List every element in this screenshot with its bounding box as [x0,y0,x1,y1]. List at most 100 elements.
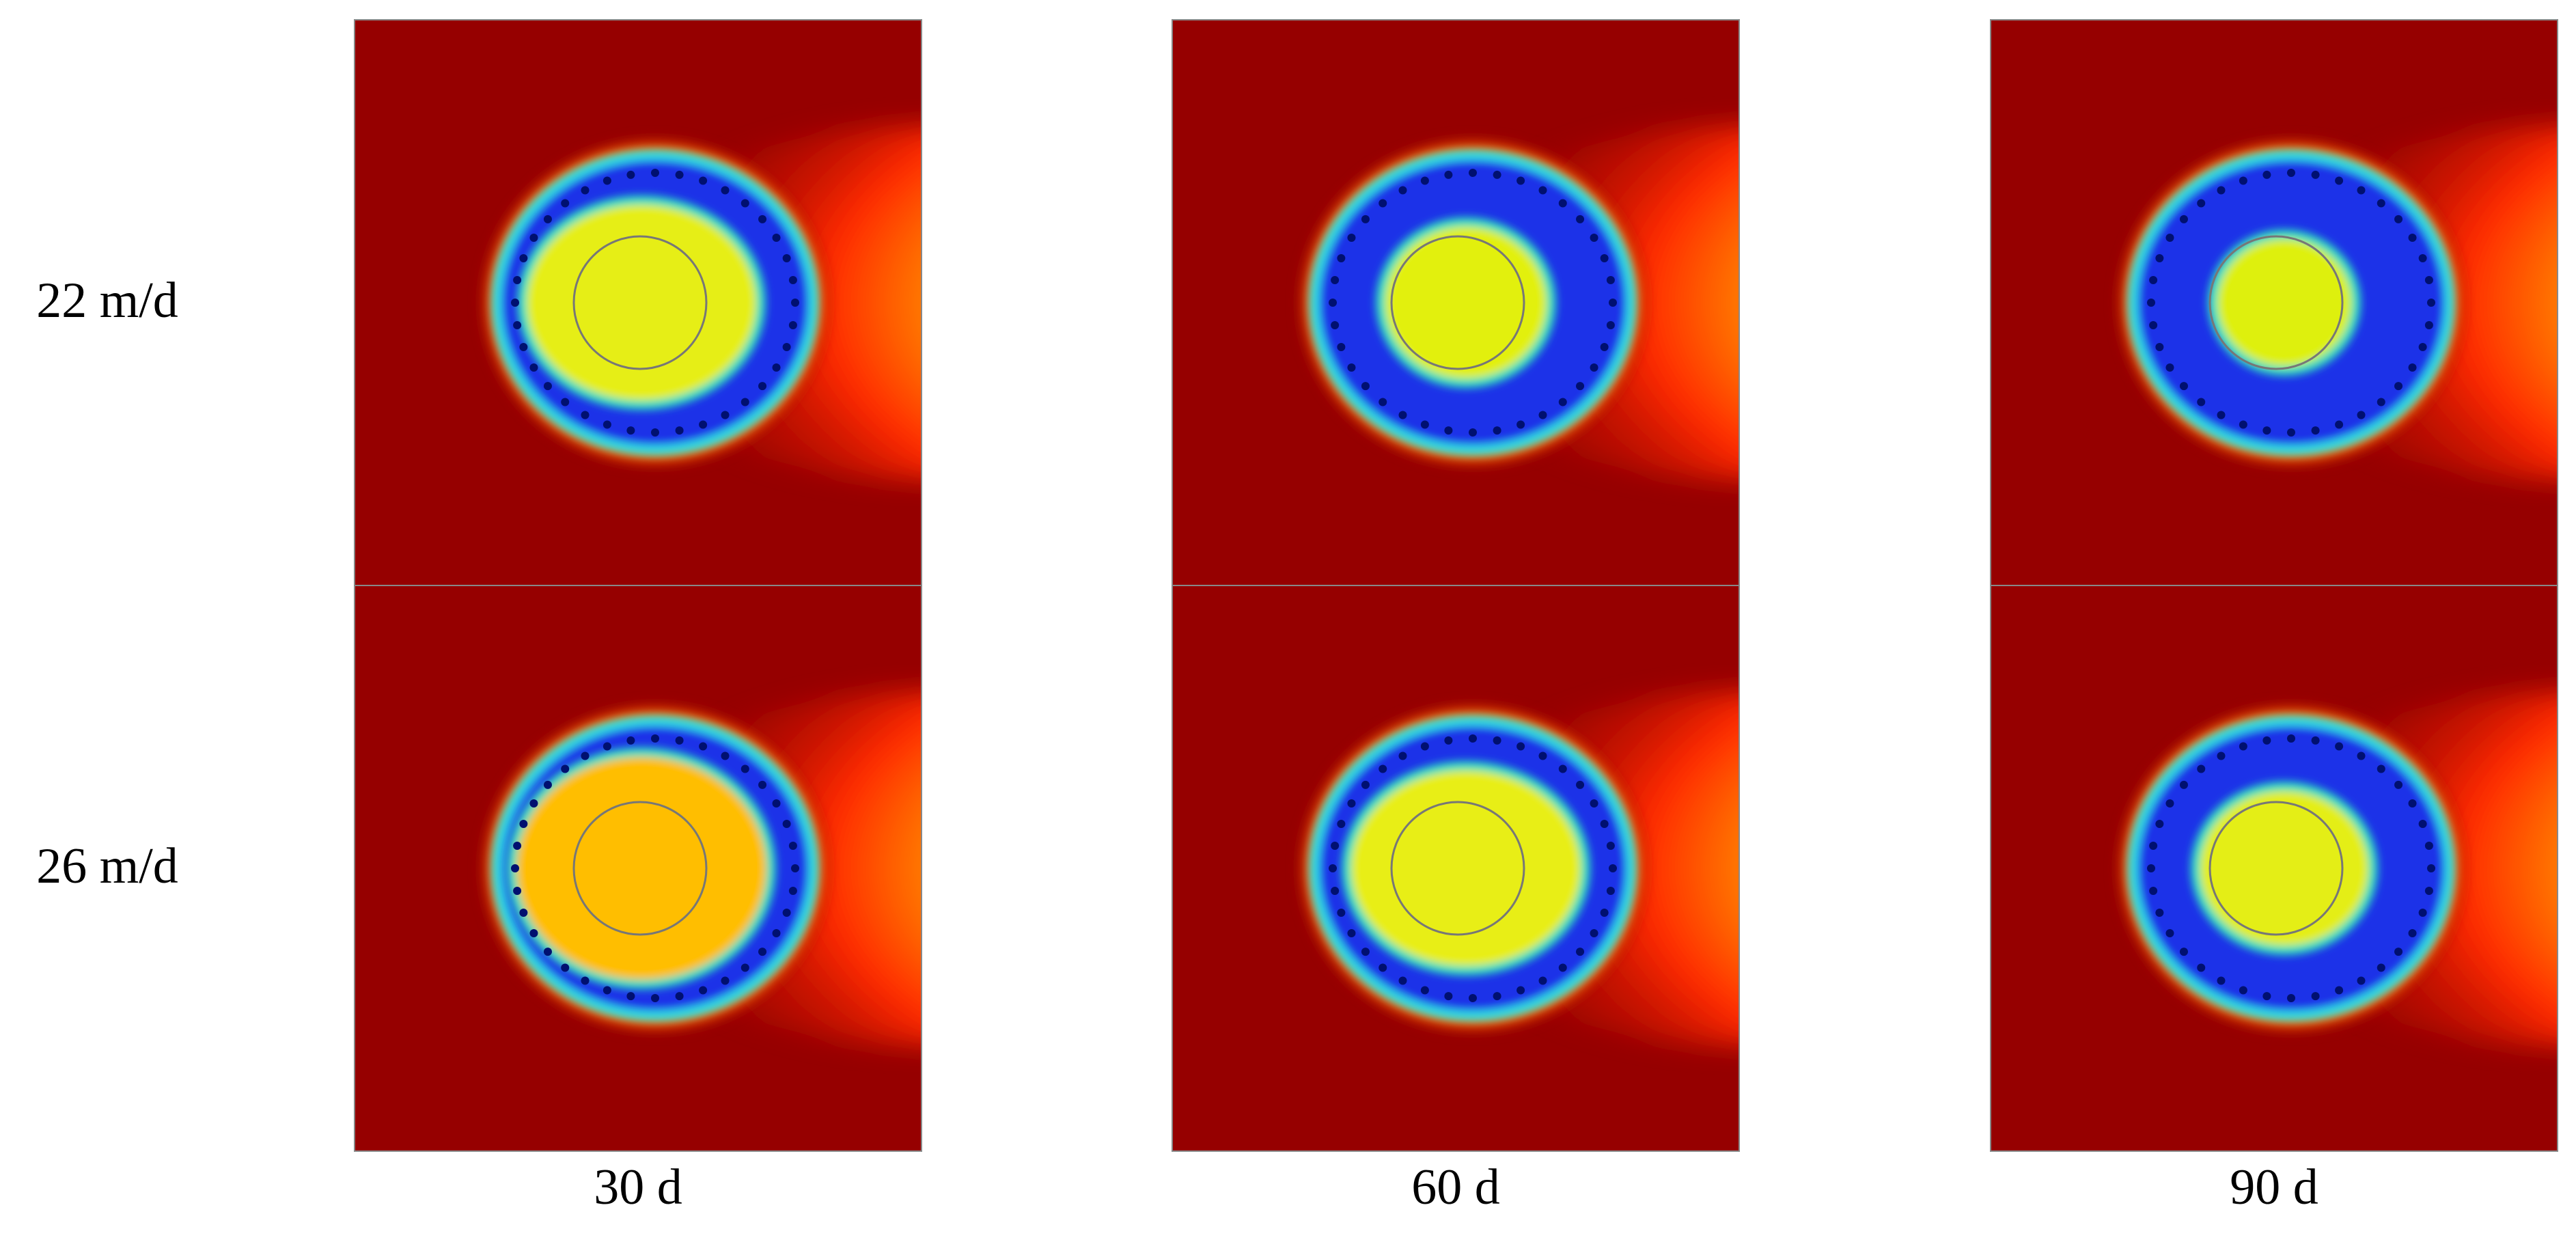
freeze-pipe [758,382,767,391]
freeze-pipe [581,411,590,419]
freeze-pipe [675,426,684,435]
freeze-pipe [782,342,791,351]
freeze-pipe [1379,398,1387,406]
freeze-pipe [1590,363,1598,372]
column-label: 30 d [594,1159,682,1215]
freeze-pipe [2357,976,2366,985]
freeze-pipe [1606,886,1615,895]
freeze-pipe [529,929,538,937]
freeze-pipe [2179,382,2188,391]
panel-body [1172,585,1739,1151]
freeze-pipe [2424,842,2433,851]
freeze-pipe [1379,199,1387,208]
freeze-pipe [2149,842,2158,851]
panel [1990,585,2558,1152]
panel [1990,19,2558,586]
freeze-pipe [1576,382,1585,391]
freeze-pipe [788,320,797,329]
freeze-pipe [561,963,570,972]
freeze-pipe [2155,254,2164,263]
freeze-pipe [1609,864,1617,872]
freeze-pipe [2262,170,2271,179]
freeze-pipe [2408,363,2417,372]
freeze-pipe [2394,948,2403,956]
freeze-pipe [1337,820,1346,829]
freeze-pipe [2335,742,2344,751]
freeze-pipe [1361,382,1370,391]
panel-border [1172,585,1740,1152]
freeze-pipe [2418,820,2427,829]
freeze-pipe [2165,363,2174,372]
freeze-pipe [561,764,570,773]
row-label: 22 m/d [36,273,178,329]
panel [354,19,922,586]
freeze-pipe [543,215,552,223]
freeze-pipe [772,799,781,808]
freeze-pipe [519,342,528,351]
tunnel-outline [1390,235,1525,370]
freeze-pipe [513,842,522,851]
freeze-pipe [2165,799,2174,808]
freeze-pipe [2424,276,2433,285]
freeze-pipe [1609,299,1617,307]
freeze-pipe [513,320,522,329]
freeze-pipe [1361,215,1370,223]
freeze-pipe [2377,963,2385,972]
freeze-pipe [1493,170,1501,179]
freeze-pipe [581,186,590,195]
freeze-pipe [511,864,519,872]
freeze-pipe [2424,320,2433,329]
freeze-pipe [2377,199,2385,208]
freeze-pipe [603,420,611,429]
panel-body [1991,585,2558,1151]
freeze-pipe [543,948,552,956]
freeze-pipe [1331,842,1340,851]
freeze-pipe [519,820,528,829]
freeze-pipe [2287,428,2295,437]
freeze-pipe [791,299,799,307]
freeze-pipe [1398,976,1407,985]
freeze-pipe [675,170,684,179]
freeze-pipe [721,976,730,985]
column-label: 60 d [1411,1159,1500,1215]
freeze-pipe [1361,948,1370,956]
freeze-pipe [1398,411,1407,419]
inner-region [1342,761,1590,976]
freeze-pipe [1331,276,1340,285]
freeze-pipe [2239,986,2247,995]
freeze-pipe [1420,176,1429,185]
freeze-pipe [651,994,659,1002]
freeze-pipe [626,426,635,435]
freeze-pipe [699,986,708,995]
panel-body [355,585,922,1151]
freeze-pipe [721,186,730,195]
freeze-pipe [1469,994,1477,1002]
tunnel-outline [2208,801,2344,936]
freeze-pipe [529,234,538,242]
freeze-pipe [758,948,767,956]
freeze-pipe [1606,320,1615,329]
freeze-pipe [2217,411,2226,419]
freeze-pipe [2217,976,2226,985]
inner-region [517,195,766,410]
freeze-pipe [651,169,659,177]
freeze-pipe [543,780,552,789]
freeze-pipe [675,736,684,745]
freeze-pipe [2197,199,2206,208]
freeze-pipe [1398,751,1407,760]
freeze-pipe [1379,764,1387,773]
freeze-pipe [1576,215,1585,223]
freeze-pipe [721,411,730,419]
freeze-pipe [2287,169,2295,177]
panel [354,585,922,1152]
freeze-pipe [740,764,749,773]
freeze-pipe [1337,908,1346,917]
freeze-pipe [1516,742,1525,751]
freeze-pipe [1444,736,1453,745]
freeze-pipe [1493,736,1501,745]
freeze-pipe [1516,986,1525,995]
freeze-pipe [651,734,659,743]
freeze-pipe [561,398,570,406]
freeze-pipe [626,736,635,745]
